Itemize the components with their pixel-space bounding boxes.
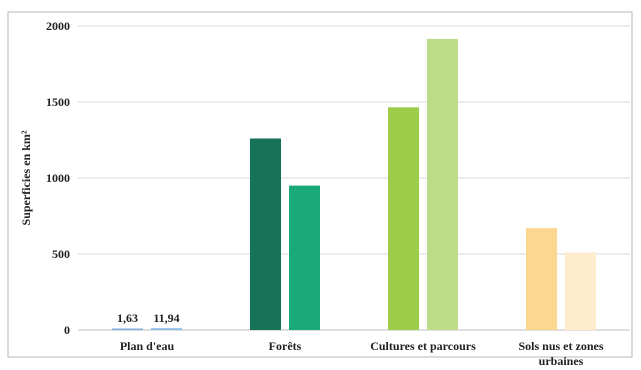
y-tick-label: 500 bbox=[52, 247, 70, 261]
bar bbox=[151, 328, 182, 330]
y-tick-label: 0 bbox=[64, 323, 70, 337]
category-label: Plan d'eau bbox=[120, 339, 175, 353]
y-tick-label: 1000 bbox=[46, 171, 70, 185]
category-label: Sols nus et zones urbaines bbox=[518, 339, 603, 368]
bar bbox=[526, 228, 557, 330]
data-label: 1,63 bbox=[117, 311, 138, 325]
y-axis-title: Superficies en km² bbox=[19, 130, 33, 225]
data-label: 11,94 bbox=[153, 311, 179, 325]
category-label: Forêts bbox=[269, 339, 302, 353]
bars bbox=[112, 38, 596, 331]
bar bbox=[289, 185, 320, 330]
bar bbox=[565, 252, 596, 330]
bar bbox=[427, 38, 458, 331]
y-tick-label: 1500 bbox=[46, 95, 70, 109]
labels: 0 500 1000 1500 2000 1,63 11,94 Plan d'eau Forêt… bbox=[46, 19, 604, 368]
y-tick-label: 2000 bbox=[46, 19, 70, 33]
bar bbox=[388, 107, 419, 330]
bar bbox=[250, 138, 281, 330]
bar bbox=[112, 328, 143, 330]
category-label: Cultures et parcours bbox=[370, 339, 476, 353]
